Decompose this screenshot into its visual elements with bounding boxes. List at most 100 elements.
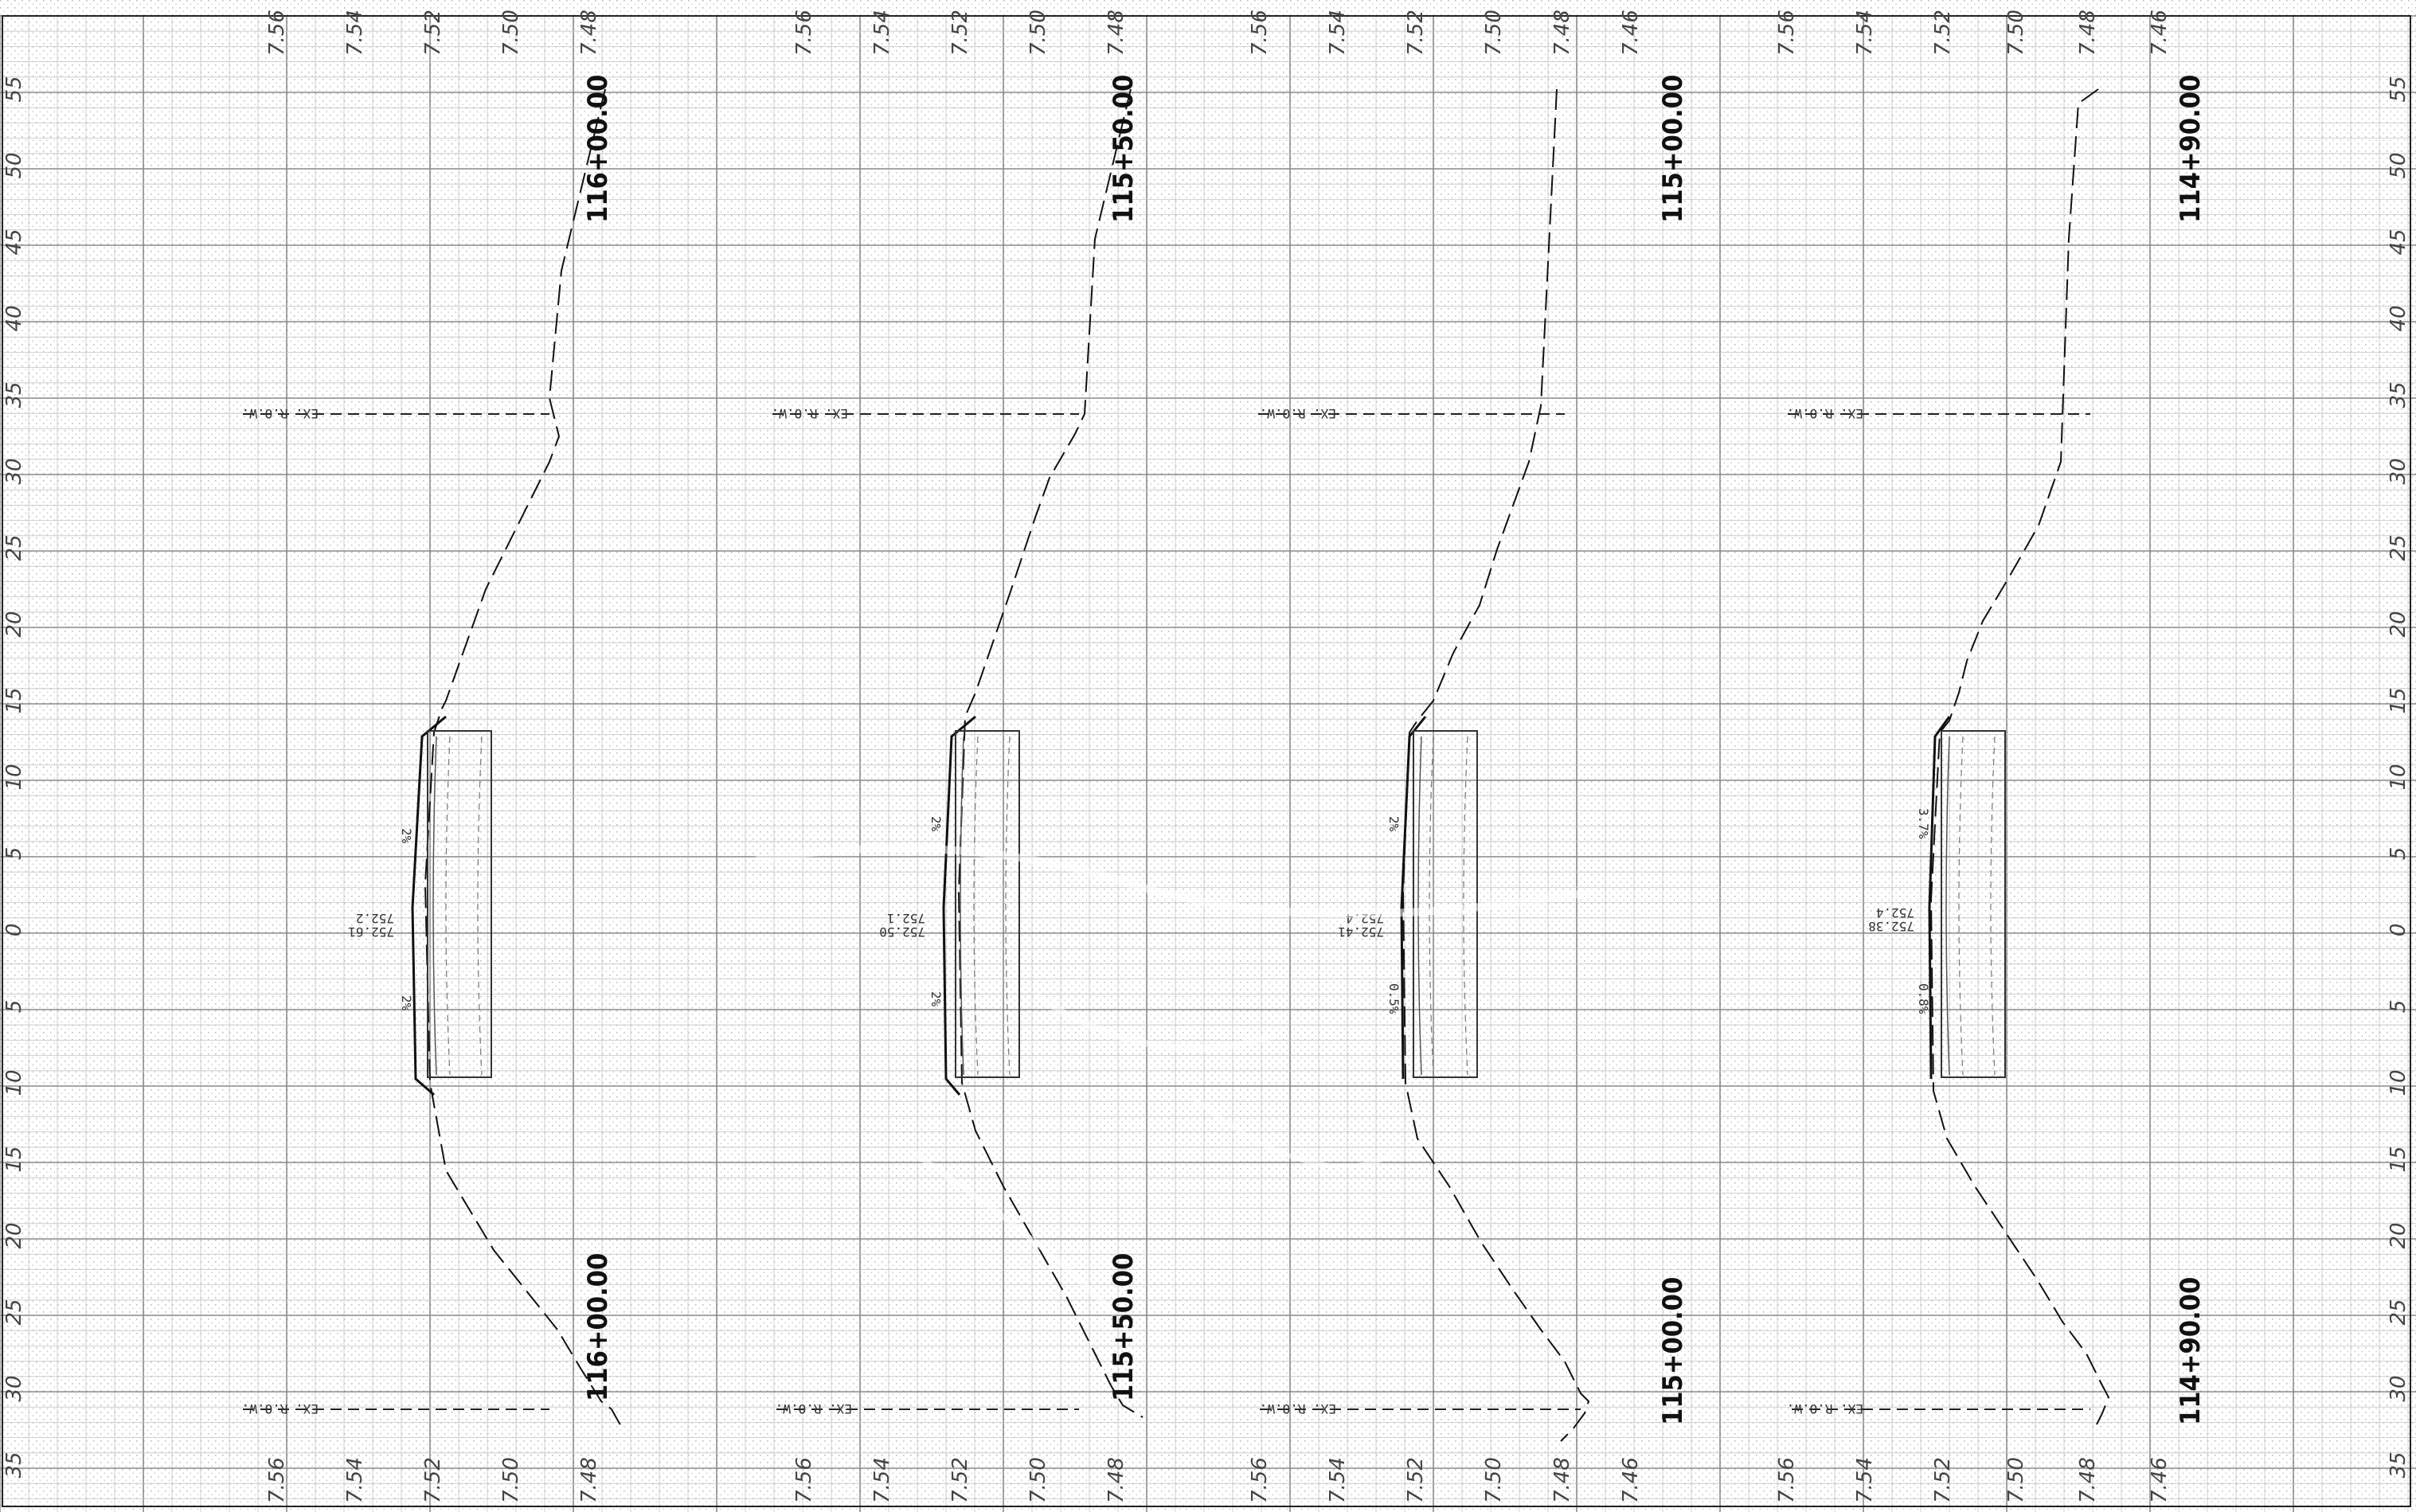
elev-label: 7.52 bbox=[1404, 1457, 1428, 1503]
sheet-border bbox=[2, 15, 2411, 1507]
elev-label: 7.50 bbox=[499, 10, 523, 56]
station-label-bottom: 116+00.00 bbox=[582, 1253, 614, 1401]
row-label-top: EX. R.O.W. bbox=[772, 406, 848, 421]
elev-labels-bottom: 7.56 7.54 7.52 7.50 7.48 7.46 bbox=[1248, 1457, 1643, 1503]
elev-label: 7.54 bbox=[870, 10, 894, 56]
offset-label: 55 bbox=[2, 76, 26, 102]
row-label-bottom: EX. R.O.W. bbox=[1260, 1401, 1336, 1416]
station-label-bottom: 114+90.00 bbox=[2175, 1277, 2207, 1425]
elev-label: 7.54 bbox=[870, 1457, 894, 1503]
offset-label: 15 bbox=[2387, 1146, 2410, 1172]
elev-label: 7.48 bbox=[2076, 1457, 2100, 1503]
offset-label: 30 bbox=[2, 458, 26, 484]
offset-label: 50 bbox=[2387, 152, 2410, 178]
pavement-layer bbox=[1005, 736, 1011, 1076]
station-label-bottom: 115+50.00 bbox=[1108, 1253, 1140, 1401]
elev-label: 7.48 bbox=[577, 1457, 601, 1503]
offset-label: 20 bbox=[2387, 611, 2410, 637]
existing-ground-line bbox=[1929, 88, 2110, 1430]
elev-label: 7.52 bbox=[1931, 10, 1955, 56]
elev-labels-top: 7.56 7.54 7.52 7.50 7.48 bbox=[265, 10, 601, 56]
elev-label: 7.50 bbox=[2004, 1457, 2028, 1503]
offset-label: 45 bbox=[2387, 229, 2410, 255]
elev-labels-bottom: 7.56 7.54 7.52 7.50 7.48 bbox=[792, 1457, 1128, 1503]
proposed-surface bbox=[1928, 716, 1951, 1080]
elev-label: 7.56 bbox=[1775, 10, 1799, 56]
elev-label: 7.54 bbox=[1326, 10, 1350, 56]
existing-ground-line bbox=[957, 88, 1143, 1418]
slope-label: 0.5% bbox=[1386, 983, 1402, 1014]
offset-label: 10 bbox=[2387, 1069, 2410, 1096]
offset-label: 20 bbox=[2387, 1222, 2410, 1248]
elev-label: 7.54 bbox=[343, 10, 367, 56]
station-label-top: 114+90.00 bbox=[2175, 75, 2207, 223]
row-label-bottom: EX. R.O.W. bbox=[242, 1401, 319, 1416]
slope-label: 3.7% bbox=[1916, 808, 1931, 839]
offset-label: 15 bbox=[2, 1146, 26, 1172]
existing-ground-line bbox=[1402, 88, 1590, 1442]
offset-label: 5 bbox=[2387, 1000, 2410, 1014]
section-116-00: 7.56 7.54 7.52 7.50 7.48 7.56 7.54 7.52 … bbox=[242, 10, 624, 1503]
offset-label: 35 bbox=[2, 381, 26, 408]
offset-label: 10 bbox=[2, 764, 26, 790]
offset-label: 25 bbox=[2, 534, 26, 561]
offset-label: 40 bbox=[2387, 305, 2410, 331]
elev-label: 7.52 bbox=[948, 1457, 972, 1503]
station-label-top: 115+00.00 bbox=[1657, 75, 1689, 223]
row-label-top: EX. R.O.W. bbox=[242, 406, 319, 421]
offset-label: 30 bbox=[2387, 1375, 2410, 1401]
elev-label: 7.52 bbox=[1404, 10, 1428, 56]
offset-label: 50 bbox=[2, 152, 26, 178]
elev-label: 7.56 bbox=[265, 1457, 289, 1503]
elev-labels-top: 7.56 7.54 7.52 7.50 7.48 bbox=[792, 10, 1128, 56]
elev-label: 7.56 bbox=[265, 10, 289, 56]
slope-label: 0.8% bbox=[1916, 983, 1931, 1014]
elev-labels-top: 7.56 7.54 7.52 7.50 7.48 7.46 bbox=[1775, 10, 2172, 56]
offset-label: 20 bbox=[2, 1222, 26, 1248]
offset-label: 55 bbox=[2387, 76, 2410, 102]
offset-label: 0 bbox=[2387, 924, 2410, 937]
centerline-elev: 752.38 bbox=[1868, 919, 1914, 934]
elev-label: 7.56 bbox=[792, 1457, 816, 1503]
pavement-box bbox=[1941, 730, 2006, 1078]
offset-label: 5 bbox=[2, 1000, 26, 1014]
offset-label: 25 bbox=[2387, 534, 2410, 561]
pavement-layer bbox=[1417, 736, 1422, 1076]
elev-label: 7.48 bbox=[1550, 10, 1574, 56]
elev-label: 7.50 bbox=[1026, 1457, 1050, 1503]
offset-label: 0 bbox=[2, 924, 26, 937]
centerline-elev: 752.2 bbox=[356, 911, 394, 926]
pavement-layer bbox=[960, 736, 964, 1076]
elev-label: 7.56 bbox=[1775, 1457, 1799, 1503]
offset-label: 30 bbox=[2, 1375, 26, 1401]
offset-label: 5 bbox=[2387, 847, 2410, 861]
station-label-bottom: 115+00.00 bbox=[1657, 1277, 1689, 1425]
existing-ground-line bbox=[424, 88, 624, 1430]
row-label-top: EX. R.O.W. bbox=[1260, 406, 1336, 421]
centerline-elev: 752.61 bbox=[348, 924, 394, 940]
elev-label: 7.48 bbox=[1550, 1457, 1574, 1503]
elev-label: 7.46 bbox=[1619, 1457, 1643, 1503]
slope-label: 2% bbox=[399, 995, 414, 1011]
elev-label: 7.52 bbox=[421, 10, 445, 56]
slope-label: 2% bbox=[928, 816, 944, 832]
elev-label: 7.50 bbox=[1482, 10, 1506, 56]
pavement-layer bbox=[445, 736, 451, 1076]
elev-label: 7.50 bbox=[1482, 1457, 1506, 1503]
offset-label: 5 bbox=[2, 847, 26, 861]
elev-labels-top: 7.56 7.54 7.52 7.50 7.48 7.46 bbox=[1248, 10, 1643, 56]
pavement-layer bbox=[1945, 736, 1950, 1076]
offset-label: 40 bbox=[2, 305, 26, 331]
centerline-elev: 752.50 bbox=[879, 924, 925, 940]
row-label-bottom: EX. R.O.W. bbox=[776, 1401, 852, 1416]
offset-label: 35 bbox=[2, 1451, 26, 1478]
offset-label: 45 bbox=[2, 229, 26, 255]
proposed-surface bbox=[1400, 716, 1427, 1080]
offset-label: 10 bbox=[2, 1069, 26, 1096]
slope-label: 2% bbox=[399, 828, 414, 844]
centerline-elev: 752.1 bbox=[887, 911, 925, 926]
